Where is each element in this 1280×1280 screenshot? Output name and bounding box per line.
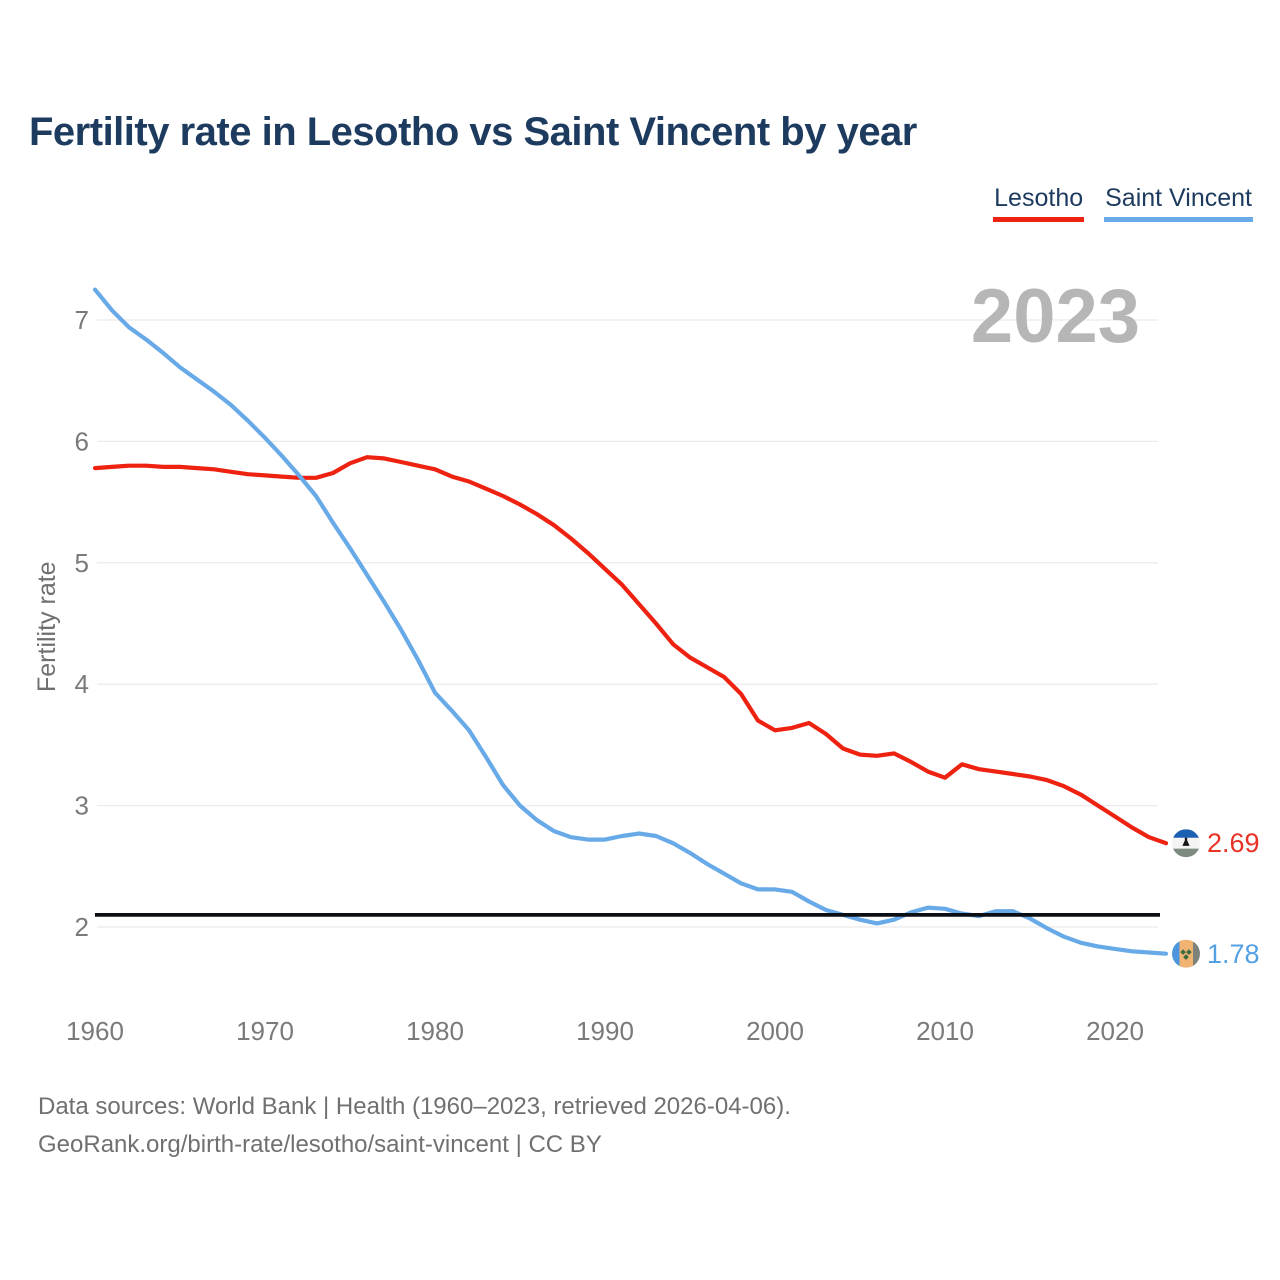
legend-item-lesotho[interactable]: Lesotho [993,184,1085,222]
x-tick-label: 1970 [236,1016,294,1046]
y-tick-label: 5 [75,548,89,578]
y-tick-label: 3 [75,791,89,821]
x-tick-label: 2020 [1086,1016,1144,1046]
x-tick-label: 2010 [916,1016,974,1046]
legend-swatch-saint-vincent [1104,217,1253,222]
lesotho-flag-icon [1172,829,1200,858]
footer-sources: Data sources: World Bank | Health (1960–… [38,1093,791,1120]
legend-swatch-lesotho [993,217,1085,222]
series-line-lesotho [92,455,1169,846]
x-tick-label: 2000 [746,1016,804,1046]
y-tick-label: 7 [75,305,89,335]
x-tick-label: 1980 [406,1016,464,1046]
y-tick-label: 6 [75,426,89,456]
end-value-lesotho: 2.69 [1207,828,1260,858]
page-title: Fertility rate in Lesotho vs Saint Vince… [29,110,917,154]
legend-item-saint-vincent[interactable]: Saint Vincent [1104,184,1253,222]
year-watermark: 2023 [971,274,1140,359]
footer-attribution: GeoRank.org/birth-rate/lesotho/saint-vin… [38,1131,602,1158]
y-tick-label: 4 [75,669,89,699]
end-value-saint-vincent: 1.78 [1207,939,1260,969]
legend: Lesotho Saint Vincent [993,184,1253,222]
legend-label-saint-vincent: Saint Vincent [1105,184,1252,212]
legend-label-lesotho: Lesotho [994,184,1084,212]
x-axis: 1960 1970 1980 1990 2000 2010 2020 [66,1016,1144,1046]
y-tick-label: 2 [75,912,89,942]
footer: Data sources: World Bank | Health (1960–… [38,1088,791,1164]
gridlines: 7 6 5 4 3 2 [75,305,1158,942]
x-tick-label: 1990 [576,1016,634,1046]
series-line-saint-vincent [92,287,1169,956]
y-axis-title: Fertility rate [33,561,61,692]
x-tick-label: 1960 [66,1016,124,1046]
saint-vincent-flag-icon [1172,939,1200,968]
